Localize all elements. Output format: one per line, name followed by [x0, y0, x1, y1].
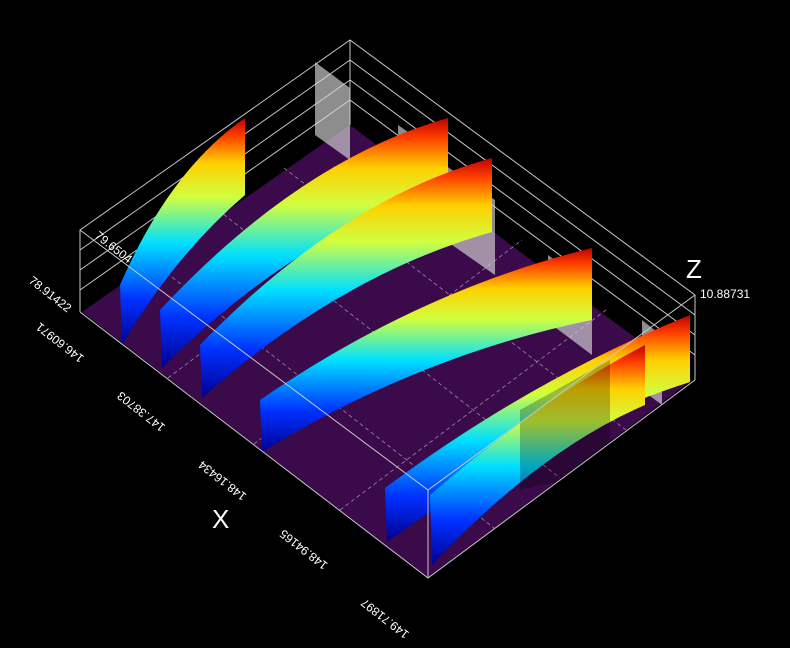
wire-box-front — [79, 229, 696, 579]
shadow — [520, 360, 610, 490]
z-max-label: 10.88731 — [700, 287, 750, 301]
wire-box-back — [79, 39, 696, 380]
z-axis-label: Z — [686, 254, 702, 284]
ribbons — [120, 118, 690, 565]
x-axis-label: X — [212, 504, 229, 534]
